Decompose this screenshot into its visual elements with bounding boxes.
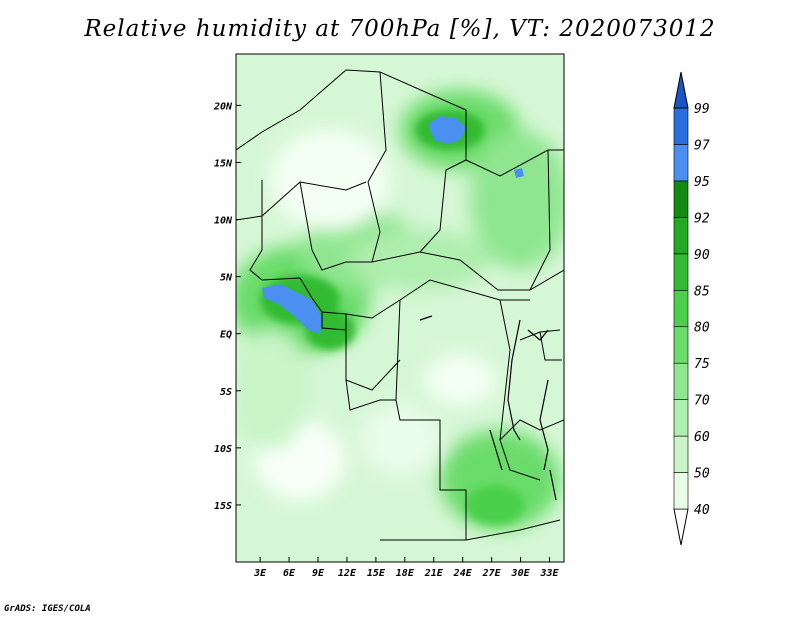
colorbar-segment bbox=[673, 435, 689, 473]
colorbar-segment bbox=[673, 326, 689, 364]
colorbar-segment bbox=[673, 144, 689, 182]
dry-zone bbox=[360, 405, 440, 475]
saturated-area bbox=[428, 116, 466, 144]
humid-zone bbox=[236, 330, 310, 450]
lon-tick-label: 6E bbox=[283, 568, 296, 579]
colorbar-label: 40 bbox=[694, 503, 710, 518]
lat-tick-label: 10N bbox=[214, 216, 233, 227]
colorbar-label: 97 bbox=[694, 138, 710, 153]
dry-zone bbox=[270, 130, 390, 230]
lat-tick-label: 10S bbox=[214, 444, 232, 455]
map-frame bbox=[235, 53, 565, 563]
lat-tick-label: 20N bbox=[213, 101, 233, 112]
colorbar-segment bbox=[673, 362, 689, 400]
colorbar-segment bbox=[673, 253, 689, 291]
country-borders bbox=[236, 69, 564, 541]
colorbar-segment bbox=[673, 289, 689, 328]
lat-tick-label: EQ bbox=[220, 330, 232, 341]
lat-tick-label: 15N bbox=[214, 158, 233, 169]
colorbar-label: 60 bbox=[694, 430, 710, 445]
colorbar-label: 85 bbox=[694, 284, 710, 299]
colorbar-label: 70 bbox=[694, 394, 710, 409]
lon-tick-label: 21E bbox=[424, 568, 444, 579]
lon-tick-label: 15E bbox=[367, 568, 386, 579]
humid-zone bbox=[350, 230, 490, 290]
lon-tick-label: 12E bbox=[338, 568, 357, 579]
lat-tick-label: 5S bbox=[220, 387, 232, 398]
saturated-area bbox=[514, 168, 524, 178]
lon-tick-label: 3E bbox=[253, 568, 267, 579]
colorbar-segment bbox=[673, 217, 689, 255]
lon-tick-label: 30E bbox=[511, 568, 531, 579]
lat-tick-label: 5N bbox=[220, 273, 233, 284]
dry-zone bbox=[425, 355, 495, 405]
latitude-ticks: 20N 15N 10N 5N EQ 5S 10S 15S bbox=[213, 101, 241, 512]
colorbar-segment bbox=[673, 107, 689, 145]
colorbar-label: 50 bbox=[694, 467, 710, 482]
lon-tick-label: 18E bbox=[396, 568, 415, 579]
lon-tick-label: 27E bbox=[482, 568, 502, 579]
longitude-ticks: 3E 6E 9E 12E 15E 18E 21E 24E 27E 30E 33E bbox=[253, 557, 560, 579]
lon-tick-label: 9E bbox=[312, 568, 325, 579]
lon-tick-label: 24E bbox=[453, 568, 473, 579]
colorbar-label: 90 bbox=[694, 248, 710, 263]
credit-text: GrADS: IGES/COLA bbox=[4, 604, 91, 614]
colorbar-label: 80 bbox=[694, 321, 710, 336]
colorbar-label: 92 bbox=[694, 211, 710, 226]
humid-zone bbox=[470, 130, 564, 270]
colorbar-upper-triangle bbox=[673, 71, 689, 109]
colorbar-lower-triangle bbox=[673, 508, 689, 546]
lakes bbox=[419, 315, 557, 501]
colorbar: 40 50 60 70 75 80 85 90 92 95 97 99 bbox=[673, 71, 710, 546]
lon-tick-label: 33E bbox=[539, 568, 559, 579]
humidity-field bbox=[236, 54, 564, 562]
lat-tick-label: 15S bbox=[214, 501, 232, 512]
colorbar-label: 75 bbox=[694, 357, 710, 372]
colorbar-segment bbox=[673, 399, 689, 437]
humid-core bbox=[465, 485, 525, 525]
saturated-area bbox=[262, 284, 322, 334]
colorbar-label: 95 bbox=[694, 175, 710, 190]
colorbar-segment bbox=[673, 180, 689, 218]
map-title: Relative humidity at 700hPa [%], VT: 202… bbox=[84, 16, 716, 42]
colorbar-segment bbox=[673, 472, 689, 510]
colorbar-label: 99 bbox=[694, 102, 710, 117]
